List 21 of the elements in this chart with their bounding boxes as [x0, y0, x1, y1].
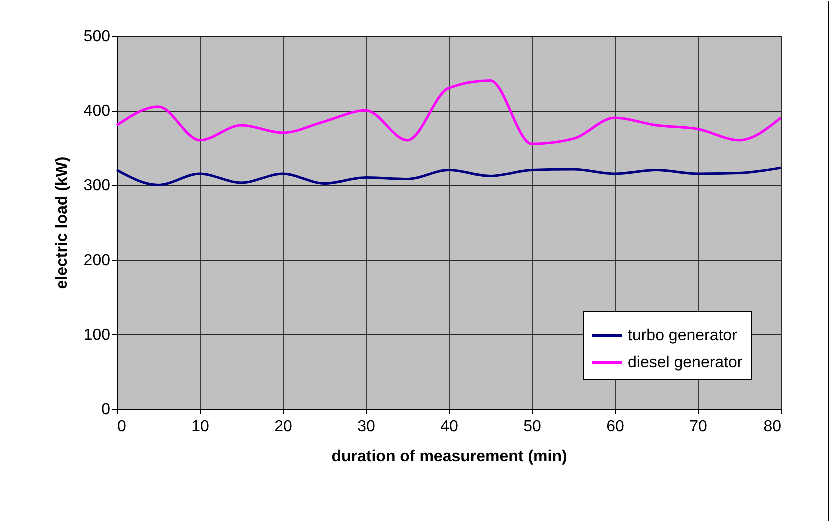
y-tick-label: 100	[84, 326, 111, 344]
y-tick-label: 500	[84, 28, 111, 46]
x-tick-label: 50	[524, 418, 542, 436]
x-tick-label: 30	[358, 418, 376, 436]
x-axis-title: duration of measurement (min)	[332, 448, 568, 466]
y-tick-label: 300	[84, 178, 111, 195]
y-axis-title: electric load (kW)	[54, 156, 71, 290]
legend-label: diesel generator	[628, 354, 744, 372]
x-tick-label: 70	[690, 418, 708, 436]
line-series	[116, 80, 782, 146]
y-tick-label: 0	[102, 402, 111, 418]
x-tick-label: 80	[764, 418, 782, 436]
x-tick-label: 0	[118, 418, 126, 436]
x-tick-label: 20	[274, 418, 292, 436]
x-tick-label: 40	[440, 418, 458, 436]
y-tick-label: 200	[84, 252, 111, 270]
x-tick-label: 10	[192, 418, 210, 436]
legend-label: turbo generator	[628, 328, 738, 344]
x-tick-label: 60	[606, 418, 624, 436]
line-series	[116, 166, 782, 186]
y-tick-label: 400	[84, 103, 111, 120]
